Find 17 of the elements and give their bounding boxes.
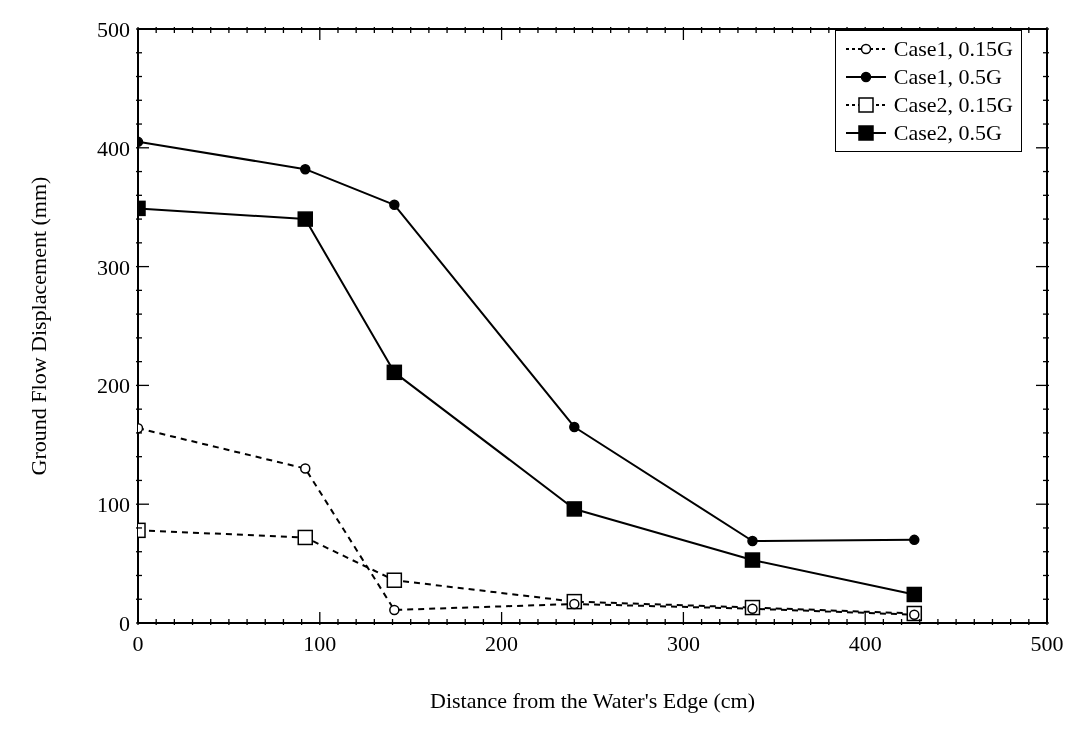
y-tick-label: 400: [97, 135, 130, 161]
y-tick-label: 200: [97, 373, 130, 399]
x-tick-label: 200: [485, 631, 519, 656]
x-axis-title: Distance from the Water's Edge (cm): [430, 688, 755, 713]
y-tick-label: 500: [97, 17, 130, 42]
y-tick-label: 100: [97, 492, 130, 518]
y-tick-label: 0: [119, 611, 130, 636]
x-tick-label: 100: [303, 631, 337, 656]
legend-label: Case1, 0.15G: [893, 35, 1013, 63]
legend-label: Case1, 0.5G: [893, 63, 1002, 91]
legend-label: Case2, 0.15G: [893, 91, 1013, 119]
x-tick-label: 300: [666, 631, 700, 656]
y-tick-label: 300: [97, 254, 130, 280]
x-tick-label: 500: [1030, 631, 1064, 656]
x-tick-label: 400: [848, 631, 882, 656]
legend-label: Case2, 0.5G: [893, 119, 1002, 147]
y-axis-title: Ground Flow Displacement (mm): [25, 176, 51, 476]
